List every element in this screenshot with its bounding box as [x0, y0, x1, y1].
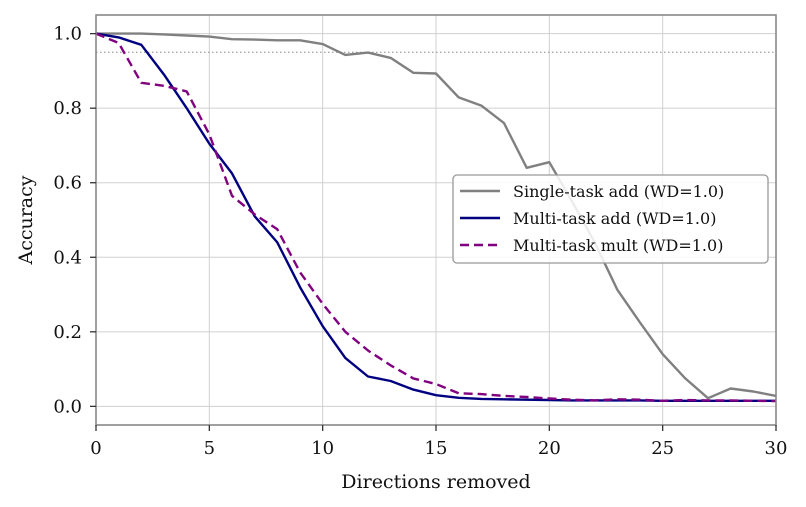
y-tick-label: 0.4 [53, 247, 82, 268]
x-axis-ticks: 0 5 10 15 20 25 30 [90, 425, 787, 459]
x-tick-label: 20 [538, 438, 561, 459]
x-tick-label: 10 [311, 438, 334, 459]
y-tick-label: 0.0 [53, 396, 82, 417]
x-tick-label: 5 [204, 438, 215, 459]
y-tick-label: 0.6 [53, 173, 82, 194]
x-tick-label: 25 [651, 438, 674, 459]
x-tick-label: 0 [90, 438, 101, 459]
y-axis-ticks: 0.0 0.2 0.4 0.6 0.8 1.0 [53, 24, 96, 417]
y-tick-label: 0.2 [53, 322, 82, 343]
y-tick-label: 1.0 [53, 24, 82, 45]
legend-entry: Multi-task mult (WD=1.0) [513, 236, 723, 255]
x-axis-label: Directions removed [341, 471, 530, 493]
series-line [95, 32, 777, 403]
x-tick-label: 15 [425, 438, 448, 459]
legend-entry: Multi-task add (WD=1.0) [513, 209, 716, 228]
series-lines [95, 32, 777, 403]
y-tick-label: 0.8 [53, 98, 82, 119]
series-line [96, 32, 777, 400]
legend-box [452, 174, 769, 264]
legend-entry: Single-task add (WD=1.0) [513, 182, 724, 201]
legend: Single-task add (WD=1.0) Multi-task add (… [452, 174, 769, 264]
x-tick-label: 30 [765, 438, 788, 459]
y-axis-label: Accuracy [15, 175, 37, 265]
